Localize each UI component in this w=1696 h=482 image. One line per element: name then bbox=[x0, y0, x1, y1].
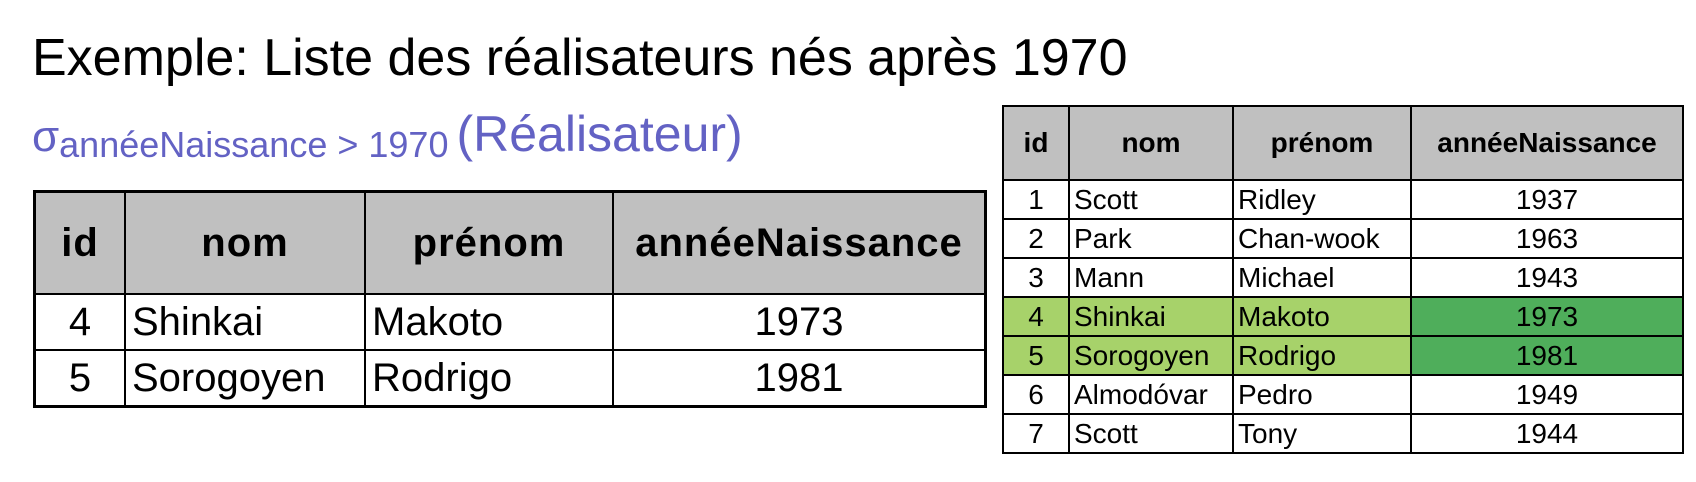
cell-prenom: Rodrigo bbox=[364, 349, 614, 408]
cell-id: 4 bbox=[1002, 296, 1070, 337]
table-row: 5 Sorogoyen Rodrigo 1981 bbox=[33, 349, 987, 408]
cell-prenom: Rodrigo bbox=[1232, 335, 1412, 376]
cell-annee: 1973 bbox=[612, 293, 987, 351]
cell-id: 5 bbox=[33, 349, 126, 408]
relation-name: (Réalisateur) bbox=[456, 106, 743, 162]
cell-nom: Shinkai bbox=[124, 293, 366, 351]
selection-formula: σannéeNaissance > 1970 (Réalisateur) bbox=[32, 104, 743, 177]
cell-annee: 1944 bbox=[1410, 413, 1684, 454]
cell-nom: Sorogoyen bbox=[124, 349, 366, 408]
cell-prenom: Tony bbox=[1232, 413, 1412, 454]
cell-id: 6 bbox=[1002, 374, 1070, 415]
cell-id: 5 bbox=[1002, 335, 1070, 376]
cell-prenom: Makoto bbox=[364, 293, 614, 351]
table-row: 4 Shinkai Makoto 1973 bbox=[33, 293, 987, 351]
table-row: 2 Park Chan-wook 1963 bbox=[1002, 218, 1684, 259]
result-table: id nom prénom annéeNaissance 4 Shinkai M… bbox=[33, 190, 987, 408]
cell-nom: Shinkai bbox=[1068, 296, 1234, 337]
cell-id: 7 bbox=[1002, 413, 1070, 454]
result-header-nom: nom bbox=[124, 190, 366, 295]
cell-nom: Mann bbox=[1068, 257, 1234, 298]
cell-prenom: Makoto bbox=[1232, 296, 1412, 337]
cell-prenom: Ridley bbox=[1232, 179, 1412, 220]
sigma-symbol: σ bbox=[32, 112, 60, 161]
cell-nom: Scott bbox=[1068, 179, 1234, 220]
source-header-id: id bbox=[1002, 105, 1070, 181]
source-header-prenom: prénom bbox=[1232, 105, 1412, 181]
cell-annee: 1937 bbox=[1410, 179, 1684, 220]
result-header-annee: annéeNaissance bbox=[612, 190, 987, 295]
table-row: 7 Scott Tony 1944 bbox=[1002, 413, 1684, 454]
slide-title: Exemple: Liste des réalisateurs nés aprè… bbox=[32, 29, 1128, 87]
table-row-highlighted: 4 Shinkai Makoto 1973 bbox=[1002, 296, 1684, 337]
cell-nom: Park bbox=[1068, 218, 1234, 259]
table-row: 6 Almodóvar Pedro 1949 bbox=[1002, 374, 1684, 415]
cell-id: 2 bbox=[1002, 218, 1070, 259]
cell-prenom: Pedro bbox=[1232, 374, 1412, 415]
cell-annee: 1963 bbox=[1410, 218, 1684, 259]
cell-prenom: Michael bbox=[1232, 257, 1412, 298]
cell-annee: 1981 bbox=[612, 349, 987, 408]
cell-annee: 1949 bbox=[1410, 374, 1684, 415]
table-row: 3 Mann Michael 1943 bbox=[1002, 257, 1684, 298]
result-header-prenom: prénom bbox=[364, 190, 614, 295]
cell-prenom: Chan-wook bbox=[1232, 218, 1412, 259]
cell-id: 1 bbox=[1002, 179, 1070, 220]
cell-annee: 1973 bbox=[1410, 296, 1684, 337]
source-header-annee: annéeNaissance bbox=[1410, 105, 1684, 181]
table-row-highlighted: 5 Sorogoyen Rodrigo 1981 bbox=[1002, 335, 1684, 376]
source-table: id nom prénom annéeNaissance 1 Scott Rid… bbox=[1002, 105, 1684, 454]
result-header-id: id bbox=[33, 190, 126, 295]
cell-annee: 1943 bbox=[1410, 257, 1684, 298]
cell-nom: Scott bbox=[1068, 413, 1234, 454]
selection-condition: annéeNaissance > 1970 bbox=[59, 124, 449, 165]
source-header-nom: nom bbox=[1068, 105, 1234, 181]
source-header-row: id nom prénom annéeNaissance bbox=[1002, 105, 1684, 181]
cell-annee: 1981 bbox=[1410, 335, 1684, 376]
cell-id: 4 bbox=[33, 293, 126, 351]
result-header-row: id nom prénom annéeNaissance bbox=[33, 190, 987, 295]
cell-id: 3 bbox=[1002, 257, 1070, 298]
cell-nom: Almodóvar bbox=[1068, 374, 1234, 415]
cell-nom: Sorogoyen bbox=[1068, 335, 1234, 376]
table-row: 1 Scott Ridley 1937 bbox=[1002, 179, 1684, 220]
